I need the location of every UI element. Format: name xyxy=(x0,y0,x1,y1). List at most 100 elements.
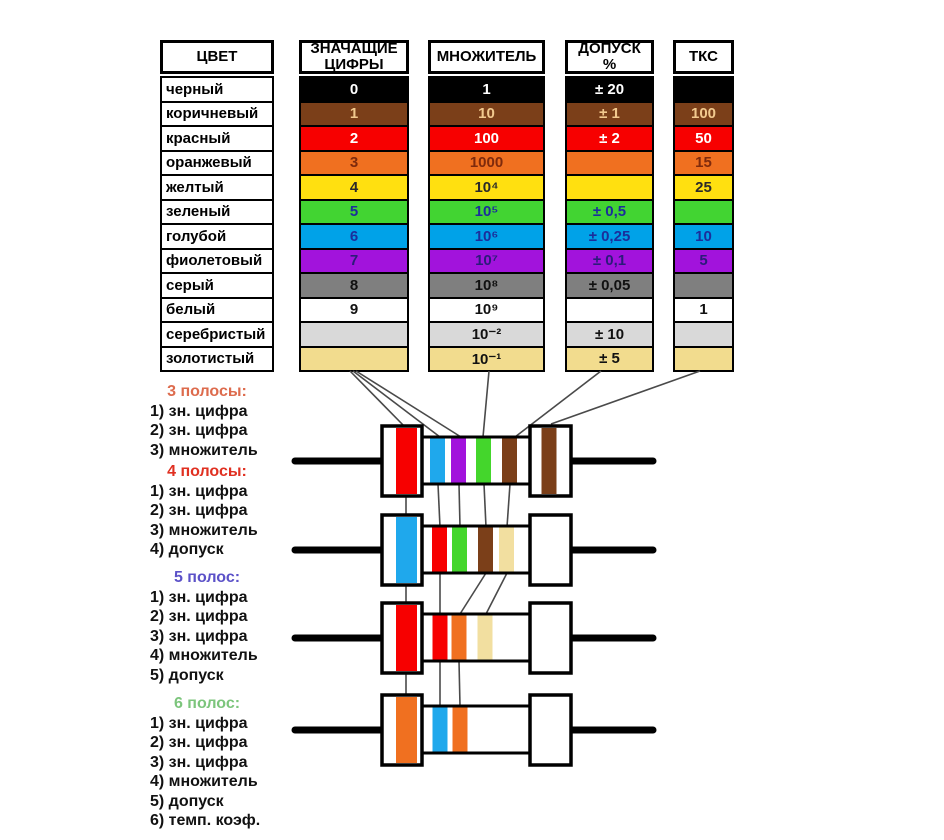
connector-line xyxy=(482,370,490,438)
tkc-cell-белый: 1 xyxy=(673,296,734,323)
6-band-resistor-body-band-purple xyxy=(451,438,466,483)
color-name-cell-золотистый: золотистый xyxy=(160,345,274,372)
5-band-resistor-right-cap xyxy=(528,513,573,587)
digits-cell-фиолетовый: 7 xyxy=(299,247,409,274)
color-name-cell-белый: белый xyxy=(160,296,274,323)
legend-title: 5 полос: xyxy=(173,569,241,586)
legend-item: 1) зн. цифра xyxy=(150,402,248,420)
digits-cell-голубой: 6 xyxy=(299,223,409,250)
color-name-cell-красный: красный xyxy=(160,125,274,152)
digits-cell-красный: 2 xyxy=(299,125,409,152)
tolerance-cell-золотистый: ± 5 xyxy=(565,345,654,372)
column-header-digits: ЗНАЧАЩИЕ ЦИФРЫ xyxy=(299,40,409,74)
tkc-cell-оранжевый: 15 xyxy=(673,149,734,176)
resistor-diagrams xyxy=(291,370,701,767)
tolerance-cell-черный: ± 20 xyxy=(565,76,654,103)
multiplier-cell-красный: 100 xyxy=(428,125,545,152)
column-header-tolerance: ДОПУСК % xyxy=(565,40,654,74)
digits-cell-коричневый: 1 xyxy=(299,100,409,127)
legend-item: 2) зн. цифра xyxy=(150,608,248,625)
connector-line xyxy=(349,370,407,429)
tolerance-cell-желтый xyxy=(565,174,654,201)
color-name-cell-коричневый: коричневый xyxy=(160,100,274,127)
legend-item: 1) зн. цифра xyxy=(150,482,248,500)
6-band-resistor-body-band-green xyxy=(476,438,491,483)
multiplier-cell-золотистый: 10⁻¹ xyxy=(428,345,545,372)
tolerance-cell-голубой: ± 0,25 xyxy=(565,223,654,250)
tkc-cell-красный: 50 xyxy=(673,125,734,152)
color-name-cell-серебристый: серебристый xyxy=(160,321,274,348)
connector-line xyxy=(437,483,441,528)
multiplier-cell-серый: 10⁸ xyxy=(428,272,545,299)
5-band-resistor-body-band-gold xyxy=(499,527,514,572)
digits-cell-оранжевый: 3 xyxy=(299,149,409,176)
legend-item: 3) множитель xyxy=(150,521,258,539)
connector-line xyxy=(506,483,511,528)
3-band-resistor-cap-band-orange xyxy=(396,697,417,763)
multiplier-cell-коричневый: 10 xyxy=(428,100,545,127)
connector-line xyxy=(355,370,462,438)
multiplier-cell-желтый: 10⁴ xyxy=(428,174,545,201)
tkc-cell-серый xyxy=(673,272,734,299)
legend-item: 2) зн. цифра xyxy=(150,502,248,519)
tolerance-cell-серый: ± 0,05 xyxy=(565,272,654,299)
3-band-resistor-right-cap xyxy=(528,693,573,767)
connector-line xyxy=(352,370,441,438)
tkc-cell-серебристый xyxy=(673,321,734,348)
connector-line xyxy=(485,572,508,615)
legend-title: 3 полосы: xyxy=(167,383,247,400)
digits-cell-серый: 8 xyxy=(299,272,409,299)
digits-cell-черный: 0 xyxy=(299,76,409,103)
legend-item: 4) множитель xyxy=(150,647,258,664)
5-band-resistor-body-band-red xyxy=(432,527,447,572)
tkc-cell-золотистый xyxy=(673,345,734,372)
digits-cell-белый: 9 xyxy=(299,296,409,323)
legend-item: 5) допуск xyxy=(150,666,224,684)
legend-block-6: 6 полос: 1) зн. цифра 2) зн. цифра 3) зн. ц… xyxy=(140,694,274,831)
3-band-resistor-body-band-orange xyxy=(452,707,468,752)
6-band-resistor-body-band-cyan xyxy=(430,438,445,483)
digits-cell-зеленый: 5 xyxy=(299,198,409,225)
color-name-cell-зеленый: зеленый xyxy=(160,198,274,225)
connector-line xyxy=(550,370,701,425)
connector-line xyxy=(458,483,461,528)
tolerance-cell-зеленый: ± 0,5 xyxy=(565,198,654,225)
tolerance-cell-красный: ± 2 xyxy=(565,125,654,152)
multiplier-cell-зеленый: 10⁵ xyxy=(428,198,545,225)
legend-item: 2) зн. цифра xyxy=(150,422,248,439)
legend-title: 4 полосы: xyxy=(167,463,247,480)
legend-item: 2) зн. цифра xyxy=(150,734,248,751)
legend-item: 3) зн. цифра xyxy=(150,627,248,645)
multiplier-cell-черный: 1 xyxy=(428,76,545,103)
6-band-resistor-cap-band-red xyxy=(396,428,417,494)
legend-item: 1) зн. цифра xyxy=(150,714,248,732)
tolerance-cell-коричневый: ± 1 xyxy=(565,100,654,127)
legend-item: 5) допуск xyxy=(150,792,224,810)
6-band-resistor-right-cap-band-brown xyxy=(541,428,557,494)
color-name-cell-черный: черный xyxy=(160,76,274,103)
color-name-cell-фиолетовый: фиолетовый xyxy=(160,247,274,274)
digits-cell-серебристый xyxy=(299,321,409,348)
legend-block-5: 5 полос: 1) зн. цифра 2) зн. цифра 3) зн. ц… xyxy=(140,568,274,685)
3-band-resistor-body-band-cyan xyxy=(432,707,448,752)
tolerance-cell-оранжевый xyxy=(565,149,654,176)
4-band-resistor-body-band-gold xyxy=(477,615,493,660)
legend-item: 3) зн. цифра xyxy=(150,753,248,771)
tkc-cell-желтый: 25 xyxy=(673,174,734,201)
multiplier-cell-оранжевый: 1000 xyxy=(428,149,545,176)
tkc-cell-зеленый xyxy=(673,198,734,225)
4-band-resistor-right-cap xyxy=(528,601,573,675)
tkc-cell-фиолетовый: 5 xyxy=(673,247,734,274)
legend-block-3: 3 полосы: 1) зн. цифра 2) зн. цифра 3) множ… xyxy=(140,382,274,460)
legend-item: 6) темп. коэф. xyxy=(150,812,261,829)
legend-item: 4) множитель xyxy=(150,773,258,790)
color-name-cell-желтый: желтый xyxy=(160,174,274,201)
tkc-cell-черный xyxy=(673,76,734,103)
connector-line xyxy=(458,660,461,707)
multiplier-cell-белый: 10⁹ xyxy=(428,296,545,323)
6-band-resistor-body-band-brown xyxy=(502,438,517,483)
5-band-resistor-body-band-green xyxy=(452,527,467,572)
digits-cell-желтый: 4 xyxy=(299,174,409,201)
color-name-cell-голубой: голубой xyxy=(160,223,274,250)
